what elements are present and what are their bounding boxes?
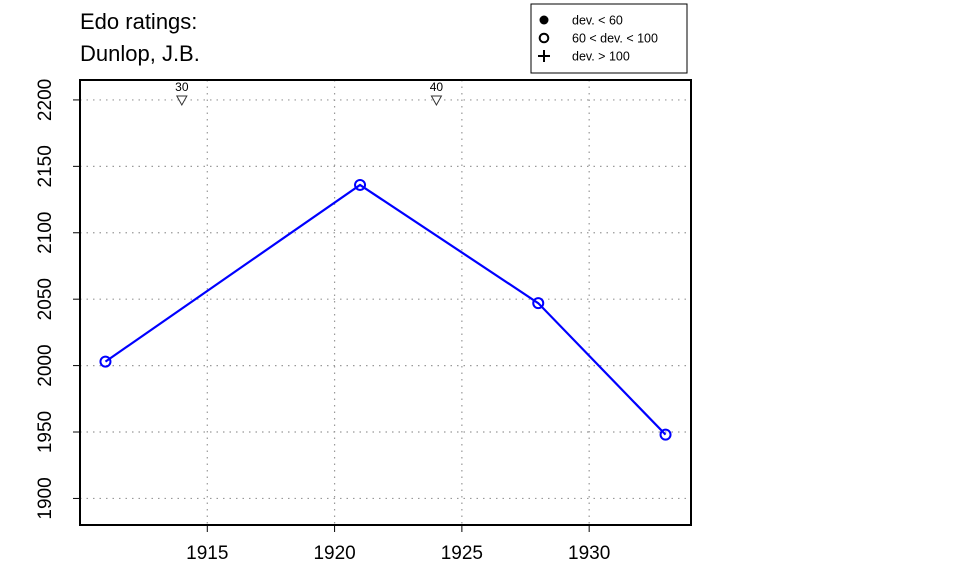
y-tick-label: 2200 <box>35 79 56 121</box>
legend-box <box>530 3 688 74</box>
legend-label: dev. < 60 <box>572 14 623 28</box>
x-tick-label: 1925 <box>441 543 483 564</box>
y-axis: 1900 1950 2000 2050 2100 2150 2200 <box>35 79 80 520</box>
x-tick-label: 1930 <box>568 543 610 564</box>
legend-open-circle-icon <box>538 32 550 44</box>
chart-title-line2: Dunlop, J.B. <box>80 41 200 66</box>
age-marker-icon <box>430 95 443 107</box>
age-marker-label: 40 <box>430 80 444 94</box>
y-tick-label: 2050 <box>35 278 56 320</box>
grid <box>80 80 691 525</box>
series-line <box>104 183 667 436</box>
series-layer <box>99 178 672 441</box>
data-point <box>354 178 367 191</box>
data-point <box>659 428 672 441</box>
legend-filled-circle-icon <box>539 15 549 25</box>
y-tick-label: 1950 <box>35 411 56 453</box>
age-markers: 30 40 <box>175 80 444 107</box>
data-point <box>99 355 112 368</box>
y-tick-label: 2100 <box>35 212 56 254</box>
x-tick-label: 1920 <box>313 543 355 564</box>
y-tick-label: 2150 <box>35 145 56 187</box>
chart-title-line1: Edo ratings: <box>80 9 197 34</box>
legend-plus-icon <box>538 50 550 62</box>
legend-label: dev. > 100 <box>572 50 630 64</box>
age-marker-icon <box>175 95 188 107</box>
y-tick-label: 1900 <box>35 477 56 519</box>
age-marker-label: 30 <box>175 80 189 94</box>
legend-label: 60 < dev. < 100 <box>572 32 658 46</box>
y-tick-label: 2000 <box>35 344 56 386</box>
data-point <box>532 297 545 310</box>
plot-frame <box>79 79 692 526</box>
x-axis: 1915 1920 1925 1930 <box>186 525 610 564</box>
legend: dev. < 60 60 < dev. < 100 dev. > 100 <box>530 3 688 74</box>
x-tick-label: 1915 <box>186 543 228 564</box>
